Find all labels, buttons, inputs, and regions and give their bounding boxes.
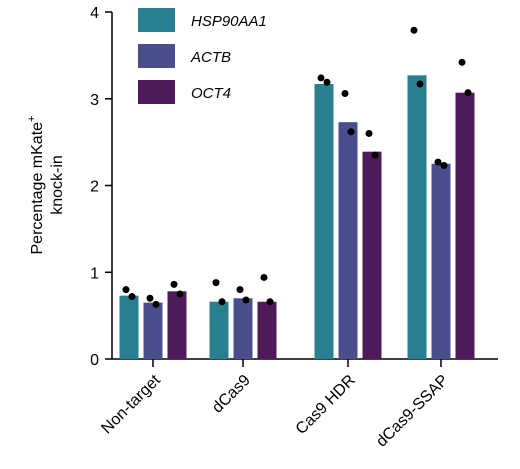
replicate-point	[416, 80, 424, 88]
replicate-point	[434, 158, 442, 166]
replicate-point	[122, 286, 130, 294]
bar-oct4-1	[257, 301, 277, 359]
replicate-point	[242, 296, 250, 304]
bar-actb-3	[431, 163, 451, 359]
replicate-point	[341, 90, 349, 98]
watermark-text: 知乎 @Gene carer	[412, 439, 518, 453]
bar-hsp90aa1-1	[209, 301, 229, 359]
replicate-point	[266, 298, 274, 306]
x-tick-label: dCas9	[209, 372, 254, 417]
replicate-point	[176, 290, 184, 298]
replicate-point	[365, 129, 373, 137]
bar-actb-1	[233, 298, 253, 359]
x-tick-label: Cas9 HDR	[293, 372, 359, 438]
legend-label: HSP90AA1	[191, 13, 267, 30]
replicate-point	[146, 294, 154, 302]
legend-label: OCT4	[191, 85, 231, 102]
x-axis: Non-target dCas9 Cas9 HDR dCas9-SSAP	[98, 358, 498, 450]
bar-actb-0	[143, 302, 163, 359]
y-tick-label: 2	[90, 179, 99, 196]
bar-oct4-0	[167, 291, 187, 359]
y-tick-label: 0	[90, 352, 99, 369]
y-axis-title: Percentage mKate+knock-in	[26, 116, 66, 255]
replicate-point	[212, 279, 220, 287]
bar-actb-2	[338, 122, 358, 359]
bar-hsp90aa1-0	[119, 295, 139, 359]
replicate-point	[170, 280, 178, 288]
legend-label: ACTB	[190, 49, 231, 66]
replicate-point	[128, 293, 136, 301]
bar-hsp90aa1-2	[314, 84, 334, 359]
replicate-point	[218, 298, 226, 306]
replicate-point	[347, 128, 355, 136]
replicate-point	[410, 26, 418, 34]
legend-swatch-oct4	[138, 80, 175, 104]
replicate-point	[458, 58, 466, 66]
y-tick-label: 3	[90, 92, 99, 109]
replicate-points	[122, 26, 472, 308]
legend-swatch-actb	[138, 44, 175, 68]
x-tick-label: Non-target	[98, 371, 164, 437]
replicate-point	[440, 162, 448, 170]
replicate-point	[371, 151, 379, 159]
y-tick-label: 1	[90, 265, 99, 282]
legend-swatch-hsp90aa1	[138, 8, 175, 32]
bar-oct4-2	[362, 151, 382, 359]
bar-hsp90aa1-3	[407, 75, 427, 359]
y-axis: 0 1 2 3 4	[90, 5, 113, 369]
bars	[119, 75, 475, 360]
y-tick-label: 4	[90, 5, 99, 22]
replicate-point	[236, 286, 244, 294]
replicate-point	[152, 300, 160, 308]
bar-oct4-3	[455, 92, 475, 360]
legend: HSP90AA1 ACTB OCT4	[138, 8, 267, 104]
replicate-point	[323, 78, 331, 86]
replicate-point	[260, 273, 268, 281]
replicate-point	[464, 89, 472, 97]
replicate-point	[317, 74, 325, 82]
